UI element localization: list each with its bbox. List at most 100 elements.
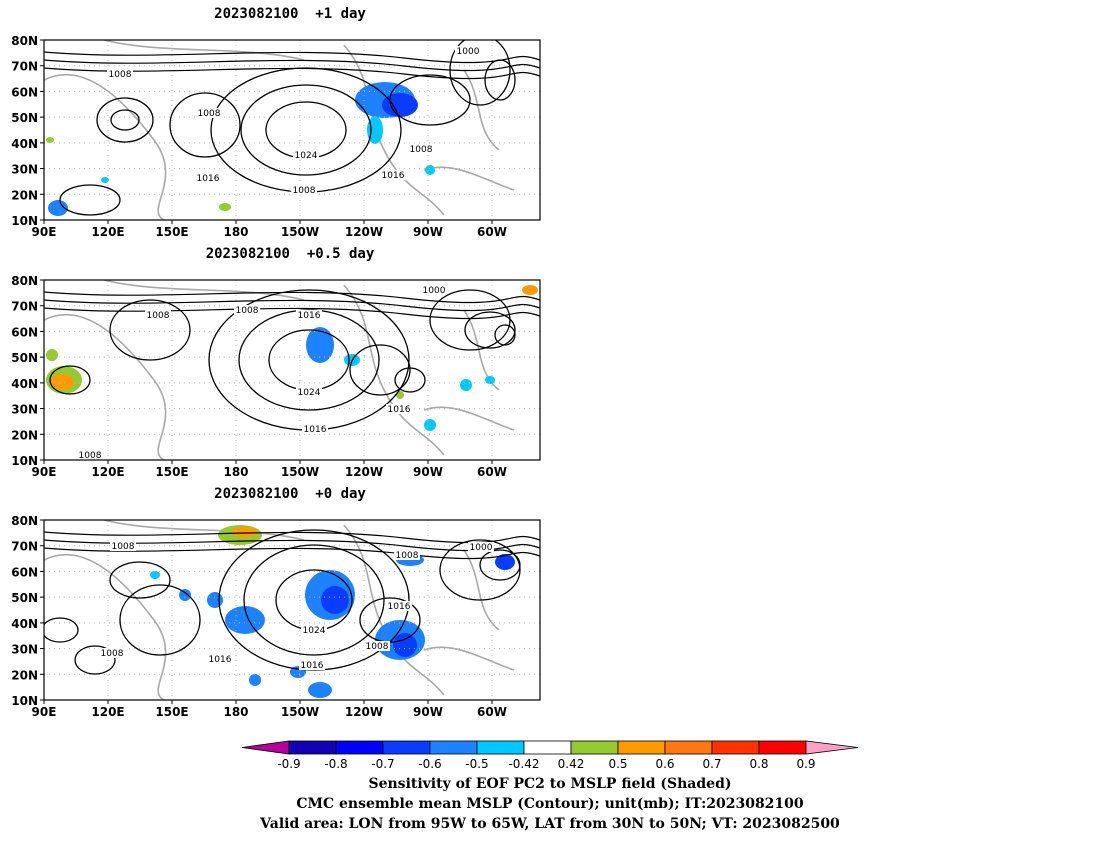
mslp-contour bbox=[96, 97, 154, 143]
sensitivity-shading bbox=[48, 200, 68, 216]
contour-label: 1016 bbox=[388, 602, 411, 612]
mslp-contour bbox=[44, 291, 540, 304]
contour-label: 1008 bbox=[410, 145, 433, 155]
sensitivity-shading bbox=[46, 137, 54, 143]
sensitivity-shading bbox=[460, 379, 472, 391]
mslp-contour bbox=[109, 561, 171, 599]
panel-1-title: 2023082100 +1 day bbox=[214, 6, 366, 22]
contour-label: 1008 bbox=[79, 451, 102, 461]
coastline bbox=[423, 406, 515, 431]
contour-label: 1000 bbox=[423, 286, 446, 296]
latitude-label: 40N bbox=[11, 377, 38, 391]
mslp-contour bbox=[74, 645, 116, 675]
latitude-label: 50N bbox=[11, 351, 38, 365]
sensitivity-shading bbox=[249, 674, 261, 686]
colorbar-segment bbox=[476, 740, 525, 755]
contour-label: 1008 bbox=[109, 70, 132, 80]
longitude-label: 120W bbox=[345, 225, 383, 239]
mslp-contour bbox=[109, 299, 191, 361]
longitude-label: 180 bbox=[223, 225, 248, 239]
sensitivity-shading bbox=[219, 203, 231, 211]
panel-2-title: 2023082100 +0.5 day bbox=[205, 246, 375, 262]
coastline bbox=[463, 549, 500, 631]
mslp-contour bbox=[44, 531, 540, 544]
colorbar-tick-label: -0.6 bbox=[418, 757, 441, 771]
contour-label: 1008 bbox=[101, 649, 124, 659]
colorbar-segment bbox=[617, 740, 666, 755]
colorbar-segment bbox=[570, 740, 619, 755]
contour-label: 1016 bbox=[382, 171, 405, 181]
mslp-contour bbox=[119, 584, 201, 656]
mslp-contour bbox=[494, 324, 516, 346]
coastline bbox=[44, 74, 167, 220]
map-frame bbox=[43, 279, 541, 461]
latitude-label: 20N bbox=[11, 428, 38, 442]
map-frame bbox=[43, 519, 541, 701]
latitude-label: 70N bbox=[11, 60, 38, 74]
sensitivity-shading bbox=[382, 93, 418, 117]
contour-label: 1016 bbox=[388, 405, 411, 415]
longitude-label: 120E bbox=[91, 465, 124, 479]
contour-label: 1016 bbox=[304, 425, 327, 435]
colorbar: -0.9 -0.8 -0.7 -0.6 -0.5 -0.42 0.42 0.5 0.6 0.7 0.… bbox=[241, 740, 859, 771]
contour-label: 1000 bbox=[457, 47, 480, 57]
mslp-contour bbox=[243, 544, 385, 656]
longitude-label: 180 bbox=[223, 465, 248, 479]
longitude-label: 90W bbox=[413, 225, 443, 239]
longitude-label: 150E bbox=[155, 705, 188, 719]
colorbar-segment bbox=[382, 740, 431, 755]
colorbar-tick-label: 0.6 bbox=[655, 757, 674, 771]
coastline bbox=[103, 520, 305, 541]
colorbar-tick-label: -0.8 bbox=[324, 757, 347, 771]
coastline bbox=[343, 284, 445, 456]
coastline bbox=[343, 44, 445, 216]
latitude-label: 80N bbox=[11, 34, 38, 48]
mslp-contour bbox=[349, 344, 411, 396]
latitude-label: 40N bbox=[11, 137, 38, 151]
footer-line-2: CMC ensemble mean MSLP (Contour); unit(m… bbox=[296, 796, 804, 812]
contour-label: 1008 bbox=[112, 542, 135, 552]
contour-label: 1008 bbox=[396, 551, 419, 561]
sensitivity-shading bbox=[231, 527, 259, 537]
mslp-contour bbox=[479, 549, 521, 581]
colorbar-tick-label: 0.5 bbox=[608, 757, 627, 771]
map-panel-3: 1008 1008 1000 1016 1024 1016 1016 1008 1008 80N 7… bbox=[11, 514, 541, 719]
sensitivity-shading bbox=[306, 327, 334, 363]
latitude-label: 30N bbox=[11, 163, 38, 177]
longitude-label: 90W bbox=[413, 705, 443, 719]
sensitivity-shading bbox=[46, 349, 58, 361]
latitude-label: 20N bbox=[11, 668, 38, 682]
sensitivity-shading bbox=[495, 554, 515, 570]
contour-label: 1016 bbox=[197, 174, 220, 184]
colorbar-tick-label: 0.42 bbox=[558, 757, 585, 771]
mslp-contour bbox=[59, 184, 121, 216]
mslp-contour bbox=[44, 299, 540, 312]
colorbar-tick-label: -0.7 bbox=[371, 757, 394, 771]
map-panel-1: 10001008100810161024101610081016100880N7… bbox=[11, 34, 541, 239]
longitude-label: 60W bbox=[477, 225, 507, 239]
contour-label: 1008 bbox=[293, 186, 316, 196]
longitude-label: 150W bbox=[281, 225, 319, 239]
footer-line-3: Valid area: LON from 95W to 65W, LAT fro… bbox=[260, 816, 840, 832]
latitude-label: 60N bbox=[11, 325, 38, 339]
latitude-label: 80N bbox=[11, 274, 38, 288]
contour-label: 1024 bbox=[303, 626, 326, 636]
contour-label: 1008 bbox=[198, 109, 221, 119]
contour-label: 1008 bbox=[147, 311, 170, 321]
mslp-contour bbox=[44, 547, 540, 560]
latitude-label: 10N bbox=[11, 694, 38, 708]
colorbar-segment bbox=[523, 740, 572, 755]
sensitivity-shading bbox=[207, 592, 223, 608]
sensitivity-shading bbox=[179, 589, 191, 601]
map-panel-2: 1000 1008 1008 1016 1024 1016 1016 1008 80N 70N 60… bbox=[11, 274, 541, 479]
mslp-contour bbox=[44, 617, 79, 643]
mslp-contour bbox=[44, 59, 540, 72]
latitude-label: 60N bbox=[11, 565, 38, 579]
coastline bbox=[423, 646, 515, 671]
colorbar-tick-label: -0.42 bbox=[508, 757, 539, 771]
sensitivity-shading bbox=[424, 419, 436, 431]
longitude-label: 60W bbox=[477, 705, 507, 719]
colorbar-segment bbox=[288, 740, 337, 755]
coastline bbox=[423, 166, 515, 191]
